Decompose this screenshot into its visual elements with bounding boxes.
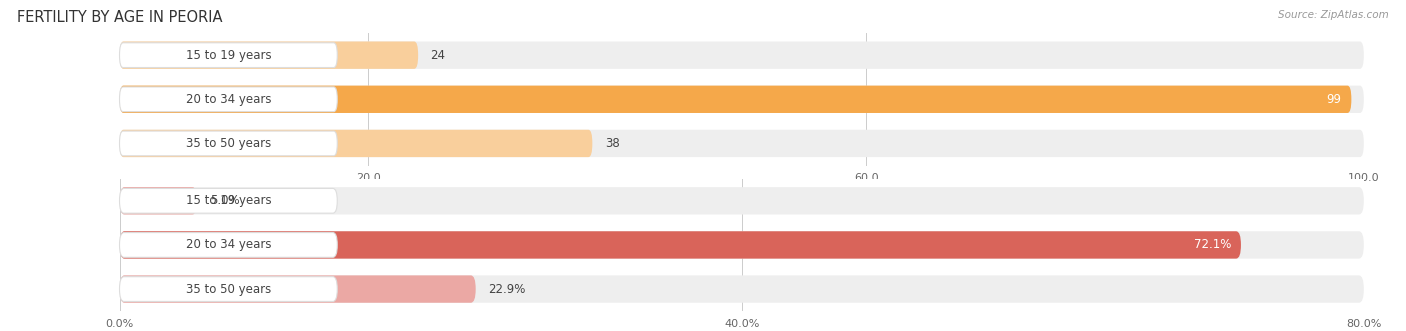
FancyBboxPatch shape	[120, 275, 1364, 303]
Text: 72.1%: 72.1%	[1194, 238, 1232, 252]
Text: 20 to 34 years: 20 to 34 years	[186, 238, 271, 252]
Text: FERTILITY BY AGE IN PEORIA: FERTILITY BY AGE IN PEORIA	[17, 10, 222, 25]
FancyBboxPatch shape	[120, 87, 337, 112]
FancyBboxPatch shape	[120, 131, 337, 156]
Text: 35 to 50 years: 35 to 50 years	[186, 283, 271, 296]
Text: 5.0%: 5.0%	[209, 194, 239, 207]
FancyBboxPatch shape	[120, 231, 1364, 259]
FancyBboxPatch shape	[120, 130, 592, 157]
FancyBboxPatch shape	[120, 187, 1364, 214]
Text: 15 to 19 years: 15 to 19 years	[186, 49, 271, 62]
FancyBboxPatch shape	[120, 86, 1351, 113]
FancyBboxPatch shape	[120, 41, 1364, 69]
FancyBboxPatch shape	[120, 231, 1241, 259]
FancyBboxPatch shape	[120, 188, 337, 213]
FancyBboxPatch shape	[120, 86, 1364, 113]
FancyBboxPatch shape	[120, 41, 418, 69]
Text: 20 to 34 years: 20 to 34 years	[186, 93, 271, 106]
Text: 38: 38	[605, 137, 620, 150]
Text: 24: 24	[430, 49, 446, 62]
Text: 99: 99	[1326, 93, 1341, 106]
FancyBboxPatch shape	[120, 130, 1364, 157]
FancyBboxPatch shape	[120, 233, 337, 257]
Text: Source: ZipAtlas.com: Source: ZipAtlas.com	[1278, 10, 1389, 20]
FancyBboxPatch shape	[120, 187, 197, 214]
FancyBboxPatch shape	[120, 277, 337, 302]
Text: 22.9%: 22.9%	[488, 283, 526, 296]
Text: 35 to 50 years: 35 to 50 years	[186, 137, 271, 150]
FancyBboxPatch shape	[120, 43, 337, 68]
FancyBboxPatch shape	[120, 275, 475, 303]
Text: 15 to 19 years: 15 to 19 years	[186, 194, 271, 207]
